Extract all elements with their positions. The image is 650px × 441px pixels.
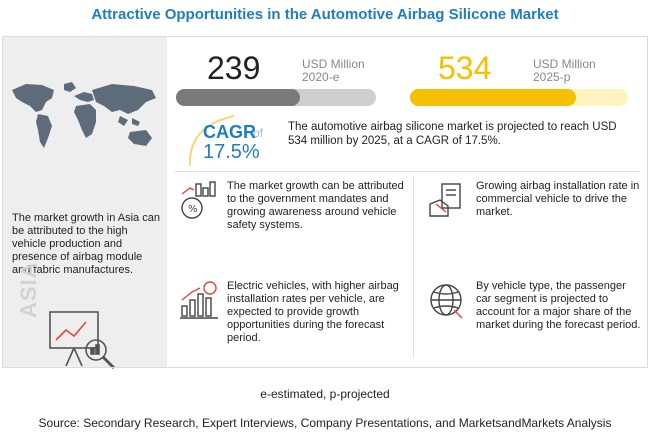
footnote: e-estimated, p-projected: [260, 387, 390, 401]
bar-2025-fill: [410, 89, 576, 106]
asia-panel: The market growth in Asia can be attribu…: [2, 36, 167, 370]
svg-text:%: %: [188, 204, 198, 215]
divider-horizontal: [174, 171, 640, 172]
insight-government: The market growth can be attributed to t…: [227, 180, 404, 231]
world-map-icon: [12, 82, 156, 148]
unit-2025: USD Million 2025-p: [533, 58, 596, 84]
insight-commercial: Growing airbag installation rate in comm…: [476, 180, 640, 218]
source-note: Source: Secondary Research, Expert Inter…: [38, 416, 612, 430]
cagr-label: CAGR: [203, 122, 256, 142]
cagr-of: of: [253, 126, 264, 140]
insight-vehicle-type: By vehicle type, the passenger car segme…: [476, 280, 641, 331]
analysis-chart-icon: [49, 311, 116, 370]
content-frame: [2, 36, 648, 368]
page-title: Attractive Opportunities in the Automoti…: [91, 6, 559, 23]
asia-growth-text: The market growth in Asia can be attribu…: [12, 212, 160, 276]
bar-2025: [410, 89, 628, 106]
projection-text: The automotive airbag silicone market is…: [288, 121, 617, 147]
globe-icon: [430, 284, 463, 319]
year-2025-label: 2025-p: [533, 70, 571, 84]
unit-2020: USD Million 2020-e: [302, 58, 365, 84]
cagr-arc-decoration: [188, 115, 235, 167]
government-growth-icon: %: [181, 181, 216, 219]
unit-2020-label: USD Million: [302, 57, 365, 71]
year-2020-label: 2020-e: [302, 70, 340, 84]
value-2020: 239: [207, 50, 261, 86]
bar-2020: [176, 89, 376, 106]
divider-vertical: [413, 176, 414, 358]
unit-2025-label: USD Million: [533, 57, 596, 71]
bar-2020-fill: [176, 89, 300, 106]
insight-electric: Electric vehicles, with higher airbag in…: [227, 280, 399, 344]
electric-growth-icon: [180, 281, 218, 319]
cagr-value: 17.5%: [203, 141, 260, 163]
commercial-vehicle-icon: [429, 183, 461, 217]
value-2025: 534: [438, 50, 492, 86]
